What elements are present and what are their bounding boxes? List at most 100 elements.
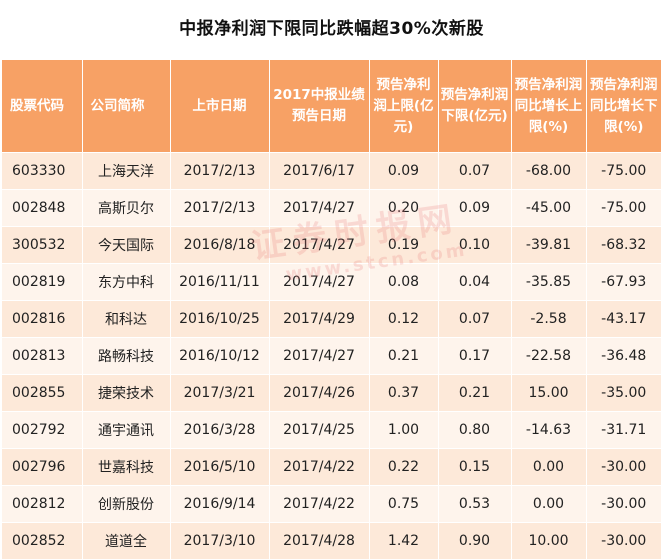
cell-forecast-date: 2017/4/27 [269, 227, 369, 264]
cell-growth-upper: -2.58 [511, 301, 586, 338]
header-stock-code: 股票代码 [2, 60, 82, 153]
cell-growth-lower: -36.48 [586, 338, 661, 375]
cell-stock-code: 002796 [2, 449, 82, 486]
cell-profit-upper: 0.37 [369, 375, 438, 412]
cell-stock-code: 002792 [2, 412, 82, 449]
cell-stock-code: 002813 [2, 338, 82, 375]
header-profit-lower: 预告净利润下限(亿元) [438, 60, 511, 153]
cell-profit-lower: 0.04 [438, 264, 511, 301]
cell-profit-upper: 0.08 [369, 264, 438, 301]
cell-profit-lower: 0.15 [438, 449, 511, 486]
cell-company-name: 通宇通讯 [82, 412, 170, 449]
cell-growth-lower: -75.00 [586, 190, 661, 227]
cell-forecast-date: 2017/4/29 [269, 301, 369, 338]
cell-forecast-date: 2017/6/17 [269, 153, 369, 190]
cell-company-name: 和科达 [82, 301, 170, 338]
cell-company-name: 路畅科技 [82, 338, 170, 375]
cell-stock-code: 002819 [2, 264, 82, 301]
cell-profit-upper: 0.75 [369, 486, 438, 523]
cell-profit-lower: 0.21 [438, 375, 511, 412]
cell-growth-lower: -35.00 [586, 375, 661, 412]
cell-listing-date: 2016/8/18 [170, 227, 269, 264]
cell-growth-lower: -68.32 [586, 227, 661, 264]
cell-growth-lower: -30.00 [586, 449, 661, 486]
header-growth-lower: 预告净利润同比增长下限(%) [586, 60, 661, 153]
cell-company-name: 创新股份 [82, 486, 170, 523]
cell-growth-upper: -45.00 [511, 190, 586, 227]
cell-growth-upper: -39.81 [511, 227, 586, 264]
cell-profit-lower: 0.80 [438, 412, 511, 449]
cell-growth-upper: 15.00 [511, 375, 586, 412]
cell-forecast-date: 2017/4/22 [269, 449, 369, 486]
cell-profit-upper: 0.19 [369, 227, 438, 264]
cell-stock-code: 002816 [2, 301, 82, 338]
cell-growth-lower: -30.00 [586, 486, 661, 523]
cell-growth-upper: 10.00 [511, 523, 586, 559]
cell-listing-date: 2016/3/28 [170, 412, 269, 449]
cell-profit-lower: 0.10 [438, 227, 511, 264]
cell-growth-lower: -30.00 [586, 523, 661, 559]
table-title: 中报净利润下限同比跌幅超30%次新股 [0, 0, 663, 58]
cell-stock-code: 300532 [2, 227, 82, 264]
cell-listing-date: 2016/5/10 [170, 449, 269, 486]
cell-growth-upper: -68.00 [511, 153, 586, 190]
cell-forecast-date: 2017/4/26 [269, 375, 369, 412]
header-row: 股票代码 公司简称 上市日期 2017中报业绩预告日期 预告净利润上限(亿元) … [2, 60, 661, 153]
cell-profit-upper: 0.20 [369, 190, 438, 227]
cell-profit-upper: 0.12 [369, 301, 438, 338]
stock-table: 股票代码 公司简称 上市日期 2017中报业绩预告日期 预告净利润上限(亿元) … [2, 60, 661, 559]
cell-listing-date: 2016/10/12 [170, 338, 269, 375]
cell-forecast-date: 2017/4/22 [269, 486, 369, 523]
cell-company-name: 今天国际 [82, 227, 170, 264]
cell-listing-date: 2016/11/11 [170, 264, 269, 301]
cell-forecast-date: 2017/4/27 [269, 190, 369, 227]
cell-profit-lower: 0.90 [438, 523, 511, 559]
cell-company-name: 高斯贝尔 [82, 190, 170, 227]
header-forecast-date: 2017中报业绩预告日期 [269, 60, 369, 153]
cell-profit-upper: 1.42 [369, 523, 438, 559]
cell-profit-lower: 0.09 [438, 190, 511, 227]
cell-profit-lower: 0.53 [438, 486, 511, 523]
cell-forecast-date: 2017/4/27 [269, 338, 369, 375]
cell-company-name: 世嘉科技 [82, 449, 170, 486]
cell-profit-lower: 0.17 [438, 338, 511, 375]
cell-stock-code: 002855 [2, 375, 82, 412]
header-listing-date: 上市日期 [170, 60, 269, 153]
cell-company-name: 捷荣技术 [82, 375, 170, 412]
cell-growth-upper: -22.58 [511, 338, 586, 375]
cell-profit-upper: 0.22 [369, 449, 438, 486]
cell-growth-upper: 0.00 [511, 486, 586, 523]
cell-forecast-date: 2017/4/28 [269, 523, 369, 559]
cell-company-name: 上海天洋 [82, 153, 170, 190]
cell-company-name: 东方中科 [82, 264, 170, 301]
cell-company-name: 道道全 [82, 523, 170, 559]
cell-stock-code: 002852 [2, 523, 82, 559]
cell-profit-lower: 0.07 [438, 301, 511, 338]
cell-growth-lower: -43.17 [586, 301, 661, 338]
cell-profit-upper: 1.00 [369, 412, 438, 449]
header-company-name: 公司简称 [82, 60, 170, 153]
cell-stock-code: 002848 [2, 190, 82, 227]
cell-growth-upper: -35.85 [511, 264, 586, 301]
cell-stock-code: 002812 [2, 486, 82, 523]
cell-growth-lower: -67.93 [586, 264, 661, 301]
cell-listing-date: 2016/10/25 [170, 301, 269, 338]
cell-listing-date: 2016/9/14 [170, 486, 269, 523]
cell-growth-upper: -14.63 [511, 412, 586, 449]
cell-listing-date: 2017/3/21 [170, 375, 269, 412]
cell-listing-date: 2017/3/10 [170, 523, 269, 559]
cell-forecast-date: 2017/4/27 [269, 264, 369, 301]
cell-listing-date: 2017/2/13 [170, 153, 269, 190]
cell-growth-lower: -31.71 [586, 412, 661, 449]
